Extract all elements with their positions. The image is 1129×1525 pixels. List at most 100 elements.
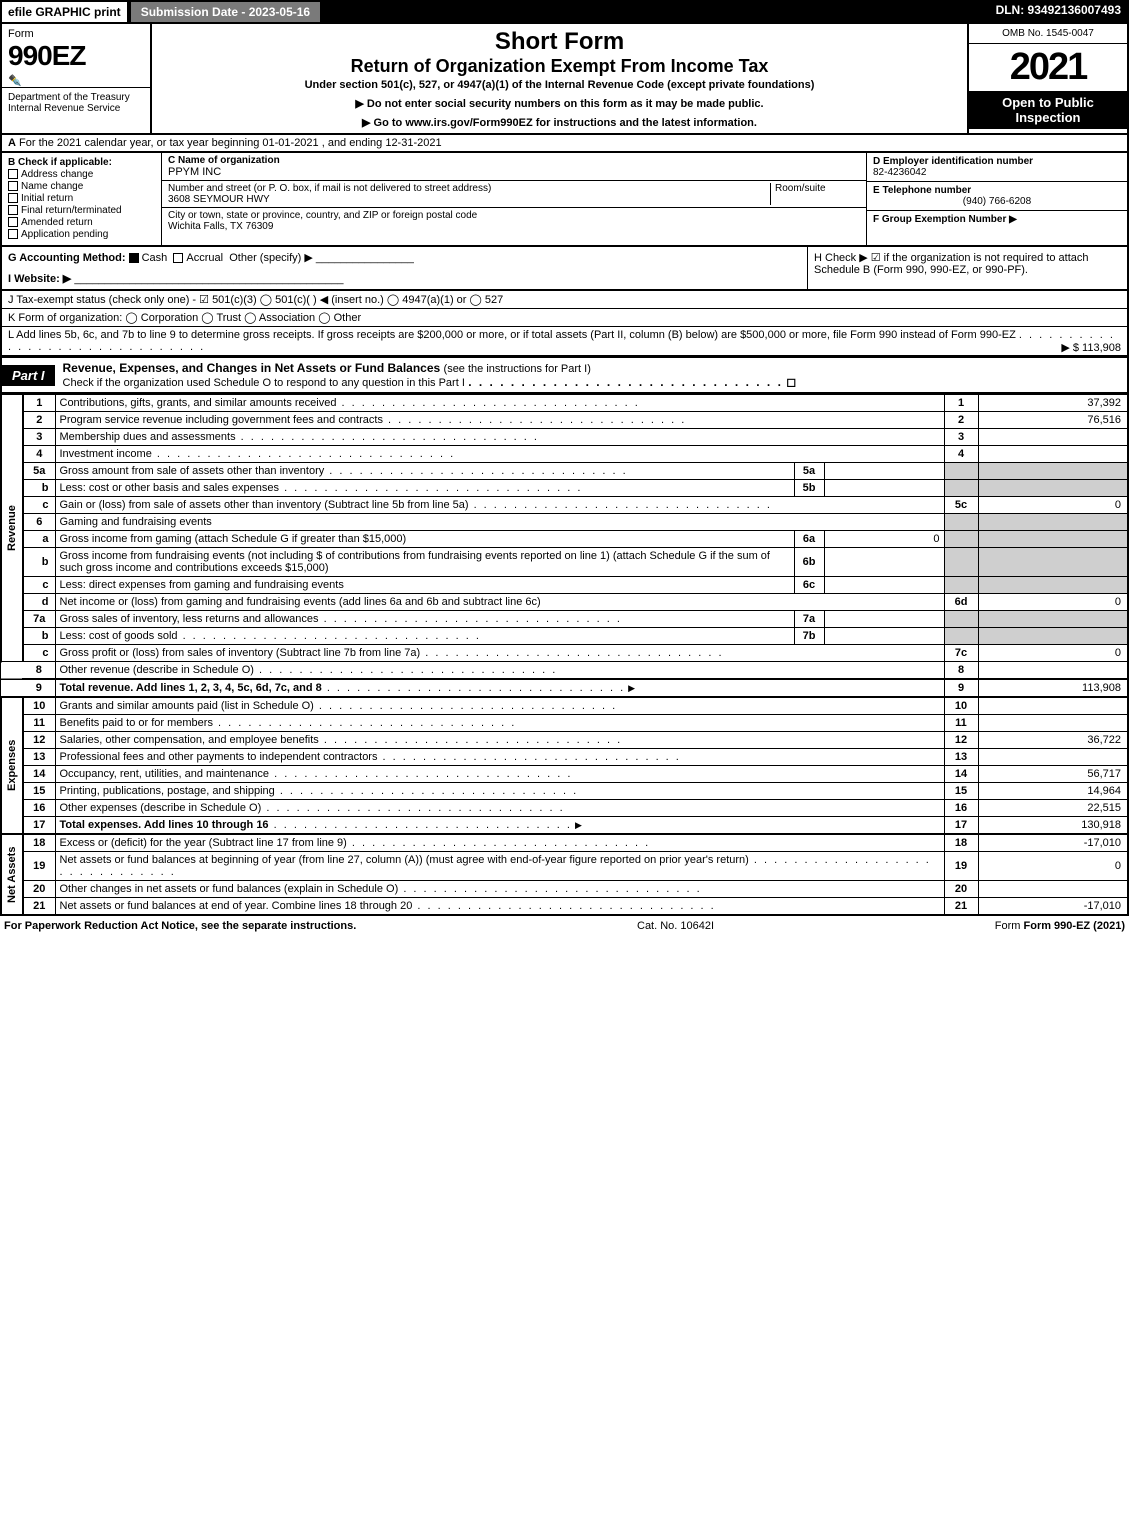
part-1-num: Part I	[2, 365, 55, 386]
row-k: K Form of organization: ◯ Corporation ◯ …	[0, 309, 1129, 327]
l16-box: 16	[944, 800, 978, 817]
chk-amended-return[interactable]: Amended return	[8, 217, 155, 228]
l7c-num: c	[23, 645, 55, 662]
l6c-ib: 6c	[794, 577, 824, 594]
l7c-box: 7c	[944, 645, 978, 662]
l12-box: 12	[944, 732, 978, 749]
l16-amt: 22,515	[978, 800, 1128, 817]
l20-box: 20	[944, 881, 978, 898]
l20-amt	[978, 881, 1128, 898]
l19-box: 19	[944, 852, 978, 881]
under-section: Under section 501(c), 527, or 4947(a)(1)…	[156, 79, 963, 91]
section-c: C Name of organization PPYM INC Number a…	[162, 153, 867, 245]
l5c-amt: 0	[978, 497, 1128, 514]
l15-desc: Printing, publications, postage, and shi…	[60, 785, 275, 797]
omb-number: OMB No. 1545-0047	[969, 24, 1127, 44]
l1-box: 1	[944, 395, 978, 412]
revenue-side-label: Revenue	[1, 395, 23, 662]
l6b-num: b	[23, 548, 55, 577]
c-city-label: City or town, state or province, country…	[168, 210, 477, 221]
top-bar: efile GRAPHIC print Submission Date - 20…	[0, 0, 1129, 24]
tax-year: 2021	[969, 44, 1127, 91]
l16-desc: Other expenses (describe in Schedule O)	[60, 802, 262, 814]
page-footer: For Paperwork Reduction Act Notice, see …	[0, 916, 1129, 932]
l6d-amt: 0	[978, 594, 1128, 611]
chk-initial-return[interactable]: Initial return	[8, 193, 155, 204]
chk-final-return[interactable]: Final return/terminated	[8, 205, 155, 216]
l4-amt	[978, 446, 1128, 463]
l7a-ib: 7a	[794, 611, 824, 628]
org-city: Wichita Falls, TX 76309	[168, 221, 273, 232]
part-1-title: Revenue, Expenses, and Changes in Net As…	[63, 361, 441, 375]
netassets-side-label: Net Assets	[1, 834, 23, 915]
l11-num: 11	[23, 715, 55, 732]
row-a-tax-year: A For the 2021 calendar year, or tax yea…	[0, 135, 1129, 153]
l3-desc: Membership dues and assessments	[60, 431, 236, 443]
l9-box: 9	[944, 679, 978, 697]
l21-box: 21	[944, 898, 978, 916]
l7b-desc: Less: cost of goods sold	[60, 630, 178, 642]
chk-application-pending[interactable]: Application pending	[8, 229, 155, 240]
section-def: D Employer identification number 82-4236…	[867, 153, 1127, 245]
l5b-iv	[824, 480, 944, 497]
l19-desc: Net assets or fund balances at beginning…	[60, 854, 749, 866]
chk-address-change[interactable]: Address change	[8, 169, 155, 180]
footer-mid: Cat. No. 10642I	[637, 920, 714, 932]
l20-desc: Other changes in net assets or fund bala…	[60, 883, 399, 895]
l3-box: 3	[944, 429, 978, 446]
l17-num: 17	[23, 817, 55, 835]
l8-num: 8	[23, 662, 55, 680]
l4-num: 4	[23, 446, 55, 463]
dln-label: DLN: 93492136007493	[988, 0, 1129, 24]
l9-amt: 113,908	[978, 679, 1128, 697]
row-a-text: For the 2021 calendar year, or tax year …	[19, 137, 442, 149]
g-accrual-check[interactable]	[173, 253, 183, 263]
e-phone-label: E Telephone number	[873, 185, 971, 196]
l5a-num: 5a	[23, 463, 55, 480]
d-ein-value: 82-4236042	[873, 167, 926, 178]
form-header: Form 990EZ ✒️ Department of the Treasury…	[0, 24, 1129, 135]
org-address: 3608 SEYMOUR HWY	[168, 194, 270, 205]
h-check: H Check ▶ ☑ if the organization is not r…	[807, 247, 1127, 289]
l19-amt: 0	[978, 852, 1128, 881]
l21-amt: -17,010	[978, 898, 1128, 916]
l7c-amt: 0	[978, 645, 1128, 662]
section-b: B Check if applicable: Address change Na…	[2, 153, 162, 245]
g-other: Other (specify) ▶	[229, 252, 313, 264]
l21-desc: Net assets or fund balances at end of ye…	[60, 900, 413, 912]
part-1-check[interactable]: ◻	[786, 375, 796, 389]
e-phone-value: (940) 766-6208	[873, 196, 1121, 207]
l1-amt: 37,392	[978, 395, 1128, 412]
part-1-note: (see the instructions for Part I)	[444, 363, 591, 375]
l10-box: 10	[944, 697, 978, 715]
l8-desc: Other revenue (describe in Schedule O)	[60, 664, 254, 676]
l8-amt	[978, 662, 1128, 680]
g-label: G Accounting Method:	[8, 252, 126, 264]
l11-desc: Benefits paid to or for members	[60, 717, 213, 729]
efile-print-label[interactable]: efile GRAPHIC print	[0, 0, 129, 24]
l5a-shade	[944, 463, 978, 480]
l18-amt: -17,010	[978, 834, 1128, 852]
l5a-iv	[824, 463, 944, 480]
l3-amt	[978, 429, 1128, 446]
l8-box: 8	[944, 662, 978, 680]
row-l: L Add lines 5b, 6c, and 7b to line 9 to …	[0, 327, 1129, 357]
part-1-header: Part I Revenue, Expenses, and Changes in…	[0, 357, 1129, 394]
l6b-desc: Gross income from fundraising events (no…	[60, 550, 770, 574]
l12-num: 12	[23, 732, 55, 749]
c-addr-label: Number and street (or P. O. box, if mail…	[168, 183, 491, 194]
l9-desc: Total revenue. Add lines 1, 2, 3, 4, 5c,…	[60, 682, 322, 694]
l6c-num: c	[23, 577, 55, 594]
l1-num: 1	[23, 395, 55, 412]
l15-box: 15	[944, 783, 978, 800]
chk-name-change[interactable]: Name change	[8, 181, 155, 192]
l10-amt	[978, 697, 1128, 715]
g-cash-check[interactable]	[129, 253, 139, 263]
l5a-ib: 5a	[794, 463, 824, 480]
g-accrual: Accrual	[186, 252, 223, 264]
row-j: J Tax-exempt status (check only one) - ☑…	[0, 291, 1129, 309]
l21-num: 21	[23, 898, 55, 916]
goto-link[interactable]: ▶ Go to www.irs.gov/Form990EZ for instru…	[156, 116, 963, 129]
l13-amt	[978, 749, 1128, 766]
l9-num: 9	[23, 679, 55, 697]
